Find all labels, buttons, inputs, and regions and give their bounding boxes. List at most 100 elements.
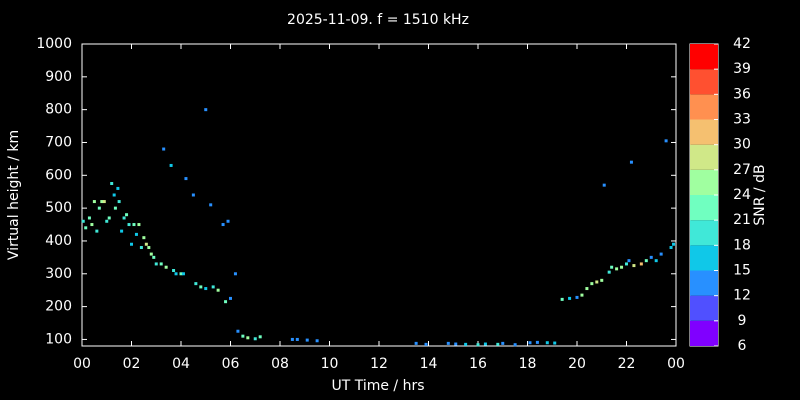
data-point — [134, 232, 138, 236]
data-point — [610, 265, 614, 269]
colorbar-swatch — [690, 69, 718, 95]
data-point — [575, 295, 579, 299]
colorbar-tick-label: 18 — [733, 237, 751, 253]
data-point — [137, 223, 141, 227]
y-tick-label: 900 — [45, 69, 72, 85]
x-tick-label: 12 — [370, 356, 388, 372]
x-axis-label: UT Time / hrs — [331, 378, 424, 394]
data-point — [159, 262, 163, 266]
y-tick-label: 400 — [45, 233, 72, 249]
data-point — [97, 206, 101, 210]
y-tick-label: 700 — [45, 134, 72, 150]
data-point — [496, 342, 500, 346]
data-point — [110, 182, 114, 186]
data-point — [414, 341, 418, 345]
data-point — [595, 280, 599, 284]
chart-title: 2025-11-09. f = 1510 kHz — [287, 12, 469, 28]
data-point — [454, 342, 458, 346]
data-point — [172, 269, 176, 272]
data-point — [602, 183, 606, 187]
colorbar-swatch — [690, 320, 718, 346]
data-point — [122, 216, 126, 220]
data-point — [81, 219, 85, 223]
data-point — [483, 342, 487, 346]
data-point — [169, 163, 173, 167]
data-point — [181, 272, 185, 276]
x-tick-label: 08 — [271, 356, 289, 372]
colorbar-tick-label: 42 — [733, 36, 751, 52]
data-point — [92, 200, 96, 204]
x-tick-label: 04 — [172, 356, 190, 372]
data-point — [117, 200, 121, 204]
colorbar-tick-label: 21 — [733, 212, 751, 228]
colorbar-swatch — [690, 270, 718, 296]
data-point — [144, 242, 148, 246]
x-tick-label: 02 — [123, 356, 141, 372]
data-point — [501, 341, 505, 345]
x-tick-label: 18 — [519, 356, 537, 372]
data-point — [100, 200, 104, 204]
x-tick-label: 10 — [321, 356, 339, 372]
data-point — [295, 337, 299, 341]
colorbar-swatch — [690, 220, 718, 246]
data-point — [233, 272, 237, 276]
data-point — [639, 262, 643, 266]
colorbar-swatch — [690, 245, 718, 271]
data-point — [424, 342, 428, 346]
data-point — [545, 341, 549, 345]
data-point — [649, 255, 653, 259]
data-point — [224, 300, 228, 304]
data-point — [464, 342, 468, 346]
y-tick-label: 500 — [45, 200, 72, 216]
data-point — [535, 340, 539, 344]
data-point — [290, 337, 294, 341]
data-point — [95, 229, 99, 233]
data-point — [253, 337, 257, 341]
data-point — [672, 242, 676, 246]
y-tick-label: 600 — [45, 167, 72, 183]
data-point — [607, 270, 611, 274]
colorbar-tick-label: 9 — [738, 313, 747, 329]
x-tick-label: 06 — [222, 356, 240, 372]
data-point — [664, 139, 668, 143]
x-tick-label: 00 — [73, 356, 91, 372]
y-axis-label: Virtual height / km — [6, 130, 22, 260]
data-point — [632, 264, 636, 268]
colorbar-tick-label: 15 — [733, 263, 751, 279]
colorbar-tick-label: 12 — [733, 288, 751, 304]
data-point — [560, 297, 564, 301]
data-point — [315, 339, 319, 343]
x-tick-label: 22 — [618, 356, 636, 372]
colorbar-tick-label: 30 — [733, 137, 751, 153]
data-point — [590, 282, 594, 286]
colorbar-label: SNR / dB — [752, 164, 768, 225]
data-point — [116, 186, 120, 190]
data-point — [476, 343, 480, 347]
colorbar-swatch — [690, 169, 718, 195]
data-point — [528, 341, 532, 345]
data-point — [194, 282, 198, 286]
data-point — [625, 262, 628, 266]
data-point — [553, 341, 557, 345]
data-point — [139, 246, 143, 250]
data-point — [154, 262, 158, 266]
data-point — [199, 285, 203, 289]
data-point — [258, 335, 262, 339]
data-point — [446, 341, 450, 345]
data-point — [112, 193, 116, 197]
data-point — [132, 223, 136, 227]
colorbar-swatch — [690, 295, 718, 321]
colorbar-swatch — [690, 195, 718, 221]
data-point — [580, 293, 584, 297]
data-point — [615, 267, 619, 271]
data-point — [644, 259, 648, 263]
data-point — [209, 203, 213, 207]
data-point — [226, 219, 230, 223]
data-point — [113, 206, 117, 210]
data-point — [147, 246, 151, 250]
x-tick-label: 00 — [667, 356, 685, 372]
data-point — [236, 329, 240, 333]
data-point — [568, 296, 572, 300]
data-point — [105, 219, 109, 223]
